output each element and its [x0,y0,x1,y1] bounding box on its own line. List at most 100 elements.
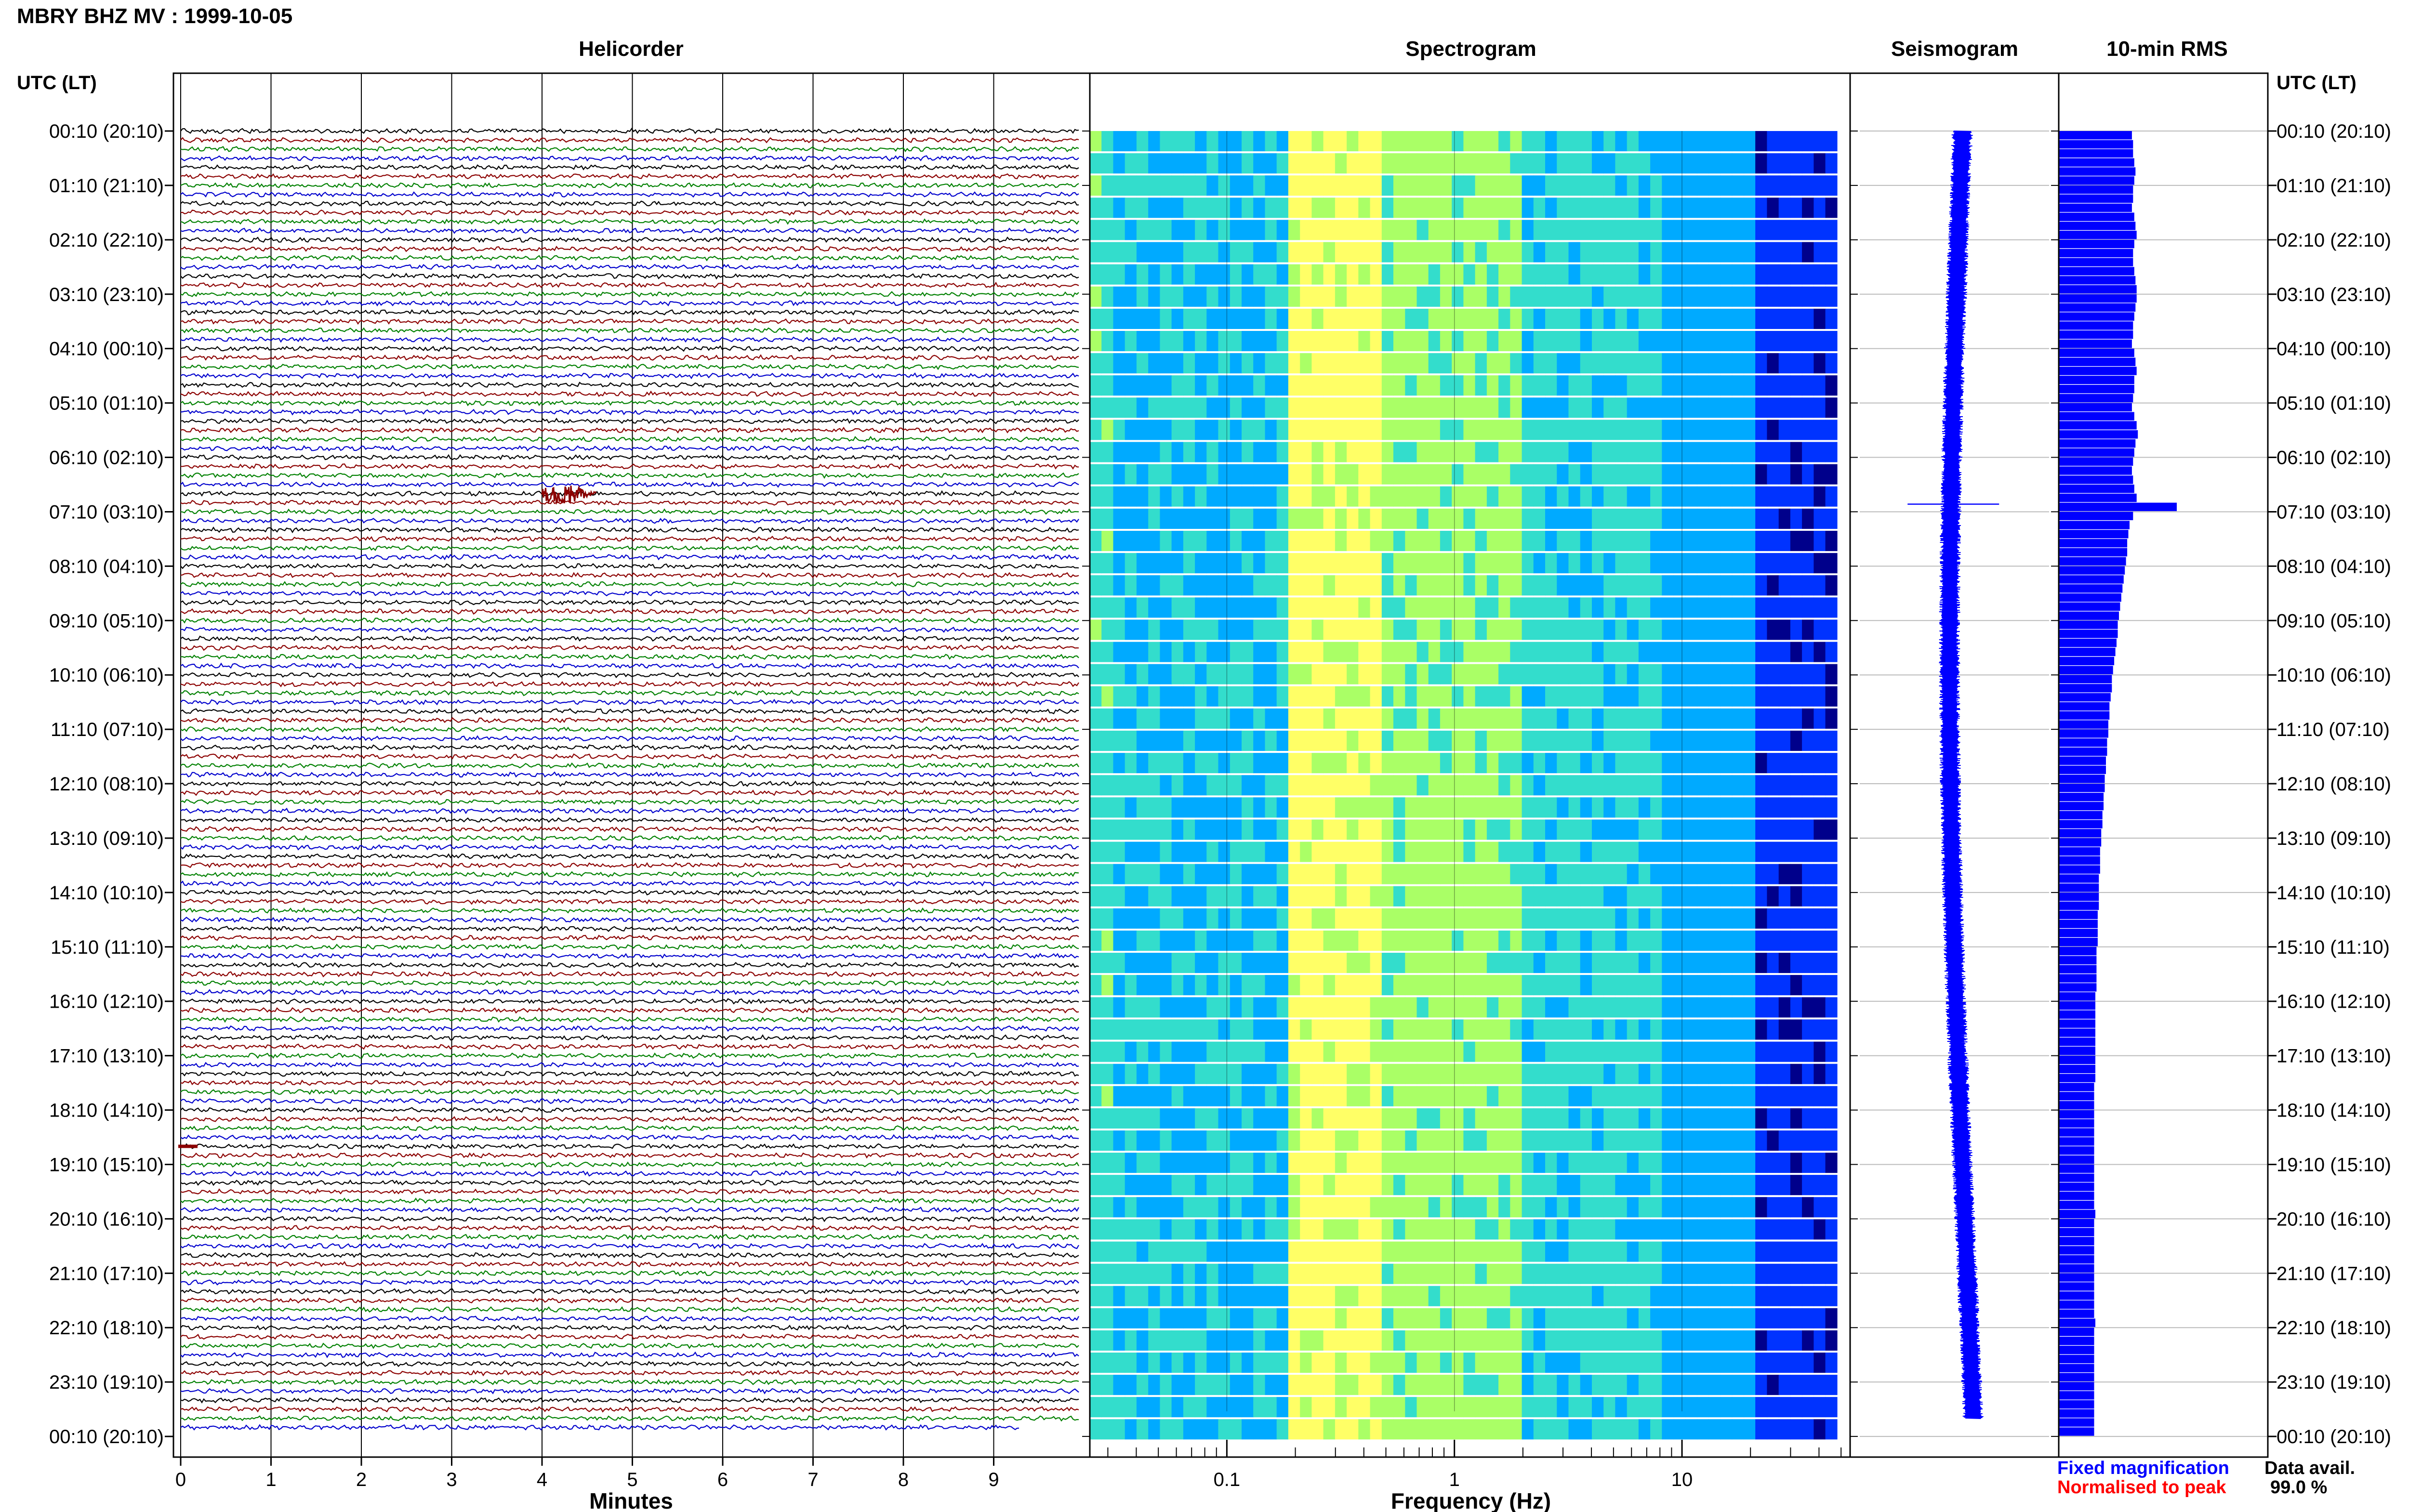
spectrogram-cell [1580,1130,1592,1151]
spectrogram-cell [1405,797,1417,818]
spectrogram-cell [1557,1286,1569,1306]
spectrogram-cell [1463,1263,1476,1284]
spectrogram-cell [1615,841,1628,862]
spectrogram-cell [1568,375,1581,396]
spectrogram-cell [1720,1241,1733,1262]
spectrogram-cell [1802,1064,1814,1084]
spectrogram-cell [1300,1153,1312,1173]
spectrogram-cell [1580,442,1592,462]
spectrogram-cell [1533,486,1546,507]
spectrogram-cell [1335,930,1347,951]
spectrogram-cell [1358,420,1371,440]
helicorder-trace [180,518,1079,524]
spectrogram-cell [1732,1330,1744,1351]
spectrogram-cell [1744,686,1756,707]
spectrogram-cell [1230,930,1242,951]
spectrogram-cell [1370,864,1382,884]
rms-bar [2059,575,2124,584]
spectrogram-cell [1148,619,1161,640]
spectrogram-cell [1265,619,1277,640]
spectrogram-cell [1452,1197,1464,1218]
spectrogram-cell [1580,1286,1592,1306]
helicorder-trace [180,227,1079,234]
spectrogram-cell [1744,308,1756,329]
spectrogram-cell [1498,1041,1511,1062]
spectrogram-cell [1650,508,1663,529]
spectrogram-cell [1218,531,1231,552]
spectrogram-cell [1195,1263,1207,1284]
spectrogram-cell [1323,1330,1336,1351]
spectrogram-cell [1802,575,1814,596]
spectrogram-cell [1440,642,1452,662]
spectrogram-cell [1650,375,1663,396]
spectrogram-cell [1206,1086,1219,1106]
spectrogram-cell [1393,1397,1405,1418]
spectrogram-cell [1767,375,1779,396]
spectrogram-cell [1183,1375,1195,1395]
spectrogram-cell [1452,175,1464,196]
spectrogram-cell [1148,1041,1161,1062]
spectrogram-cell [1160,397,1172,418]
spectrogram-cell [1592,1419,1604,1440]
spectrogram-cell [1673,1197,1686,1218]
rms-bar [2059,566,2125,575]
spectrogram-cell [1557,975,1569,996]
spectrogram-cell [1125,264,1137,285]
spectrogram-cell [1638,619,1651,640]
spectrogram-cell [1627,1397,1639,1418]
spectrogram-cell [1475,1064,1487,1084]
spectrogram-cell [1230,286,1242,307]
spectrogram-cell [1125,397,1137,418]
spectrogram-cell [1242,553,1254,574]
spectrogram-cell [1288,708,1300,729]
rms-bar [2059,1038,2095,1046]
spectrogram-cell [1463,975,1476,996]
spectrogram-cell [1265,1197,1277,1218]
spectrogram-cell [1825,197,1838,218]
spectrogram-cell [1230,397,1242,418]
spectrogram-cell [1242,686,1254,707]
spectrogram-cell [1755,1286,1768,1306]
spectrogram-cell [1708,575,1721,596]
spectrogram-cell [1276,819,1289,840]
spectrogram-cell [1778,442,1791,462]
spectrogram-cell [1171,775,1184,796]
spectrogram-cell [1790,1397,1802,1418]
spectrogram-cell [1265,331,1277,352]
spectrogram-cell [1428,1130,1441,1151]
spectrogram-cell [1813,864,1826,884]
spectrogram-cell [1522,753,1534,774]
spectrogram-cell [1323,1375,1336,1395]
spectrogram-cell [1697,1175,1709,1196]
spectrogram-cell [1615,1308,1628,1328]
spectrogram-cell [1627,1219,1639,1240]
spectrogram-cell [1510,397,1522,418]
spectrogram-cell [1802,1197,1814,1218]
spectrogram-cell [1358,553,1371,574]
spectrogram-cell [1242,486,1254,507]
spectrogram-cell [1253,375,1266,396]
spectrogram-cell [1381,1041,1394,1062]
spectrogram-cell [1580,420,1592,440]
spectrogram-cell [1802,930,1814,951]
spectrogram-band [1090,553,1838,574]
spectrogram-cell [1685,819,1697,840]
spectrogram-cell [1171,531,1184,552]
spectrogram-cell [1323,1241,1336,1262]
spectrogram-cell [1650,442,1663,462]
data-availability-label: Data avail. [2264,1458,2355,1478]
spectrogram-cell [1673,1241,1686,1262]
spectrogram-cell [1183,1219,1195,1240]
spectrogram-cell [1090,1175,1102,1196]
spectrogram-cell [1533,1130,1546,1151]
spectrogram-cell [1242,841,1254,862]
spectrogram-cell [1230,708,1242,729]
spectrogram-cell [1802,975,1814,996]
spectrogram-cell [1744,819,1756,840]
spectrogram-cell [1428,1330,1441,1351]
spectrogram-cell [1101,930,1114,951]
spectrogram-cell [1568,1019,1581,1040]
spectrogram-cell [1685,997,1697,1018]
spectrogram-cell [1206,242,1219,263]
spectrogram-cell [1802,841,1814,862]
